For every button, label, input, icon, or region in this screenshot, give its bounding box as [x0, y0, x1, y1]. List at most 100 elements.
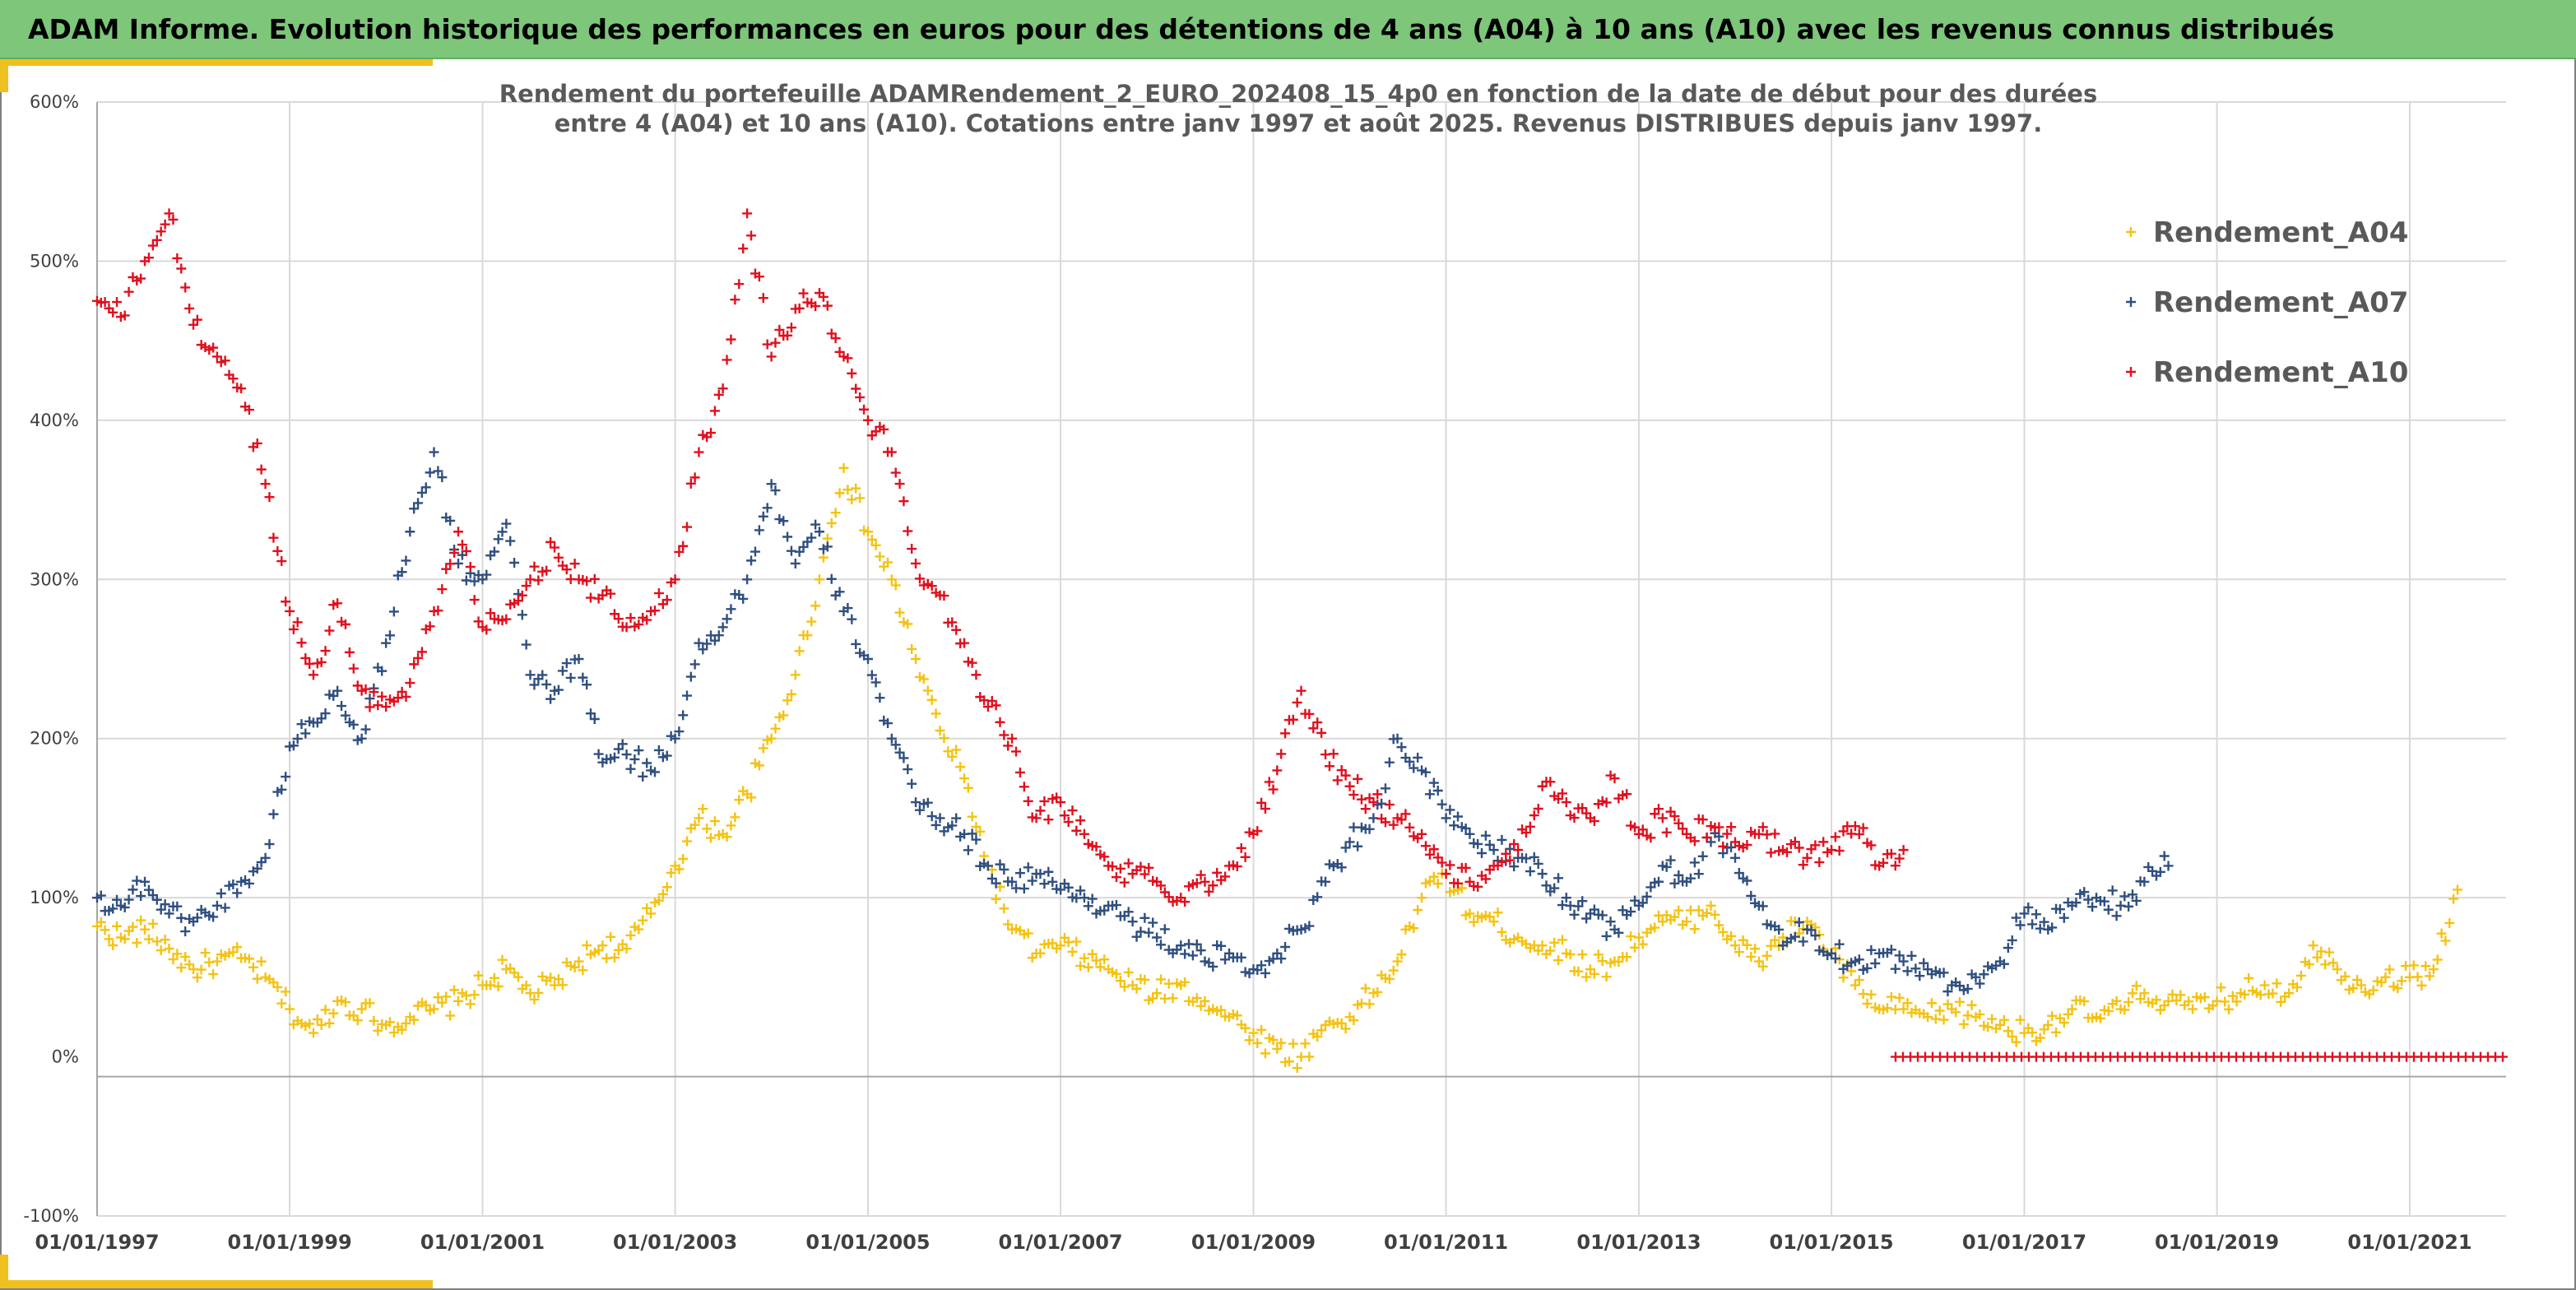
- data-point: [1810, 840, 1821, 851]
- data-point: [324, 625, 335, 636]
- data-point: [842, 485, 853, 495]
- data-point: [1280, 728, 1291, 739]
- data-point: [2393, 983, 2403, 994]
- data-point: [2131, 981, 2142, 991]
- data-point: [1003, 919, 1014, 930]
- data-point: [1304, 921, 1315, 931]
- data-point: [918, 674, 929, 684]
- data-point: [802, 630, 813, 641]
- data-point: [364, 694, 375, 704]
- data-point: [689, 472, 700, 483]
- data-point: [1216, 1005, 1227, 1015]
- data-point: [1955, 996, 1966, 1007]
- x-tick-label: 01/01/2021: [2347, 1231, 2472, 1254]
- data-point: [1292, 925, 1302, 935]
- data-point: [160, 219, 170, 230]
- data-point: [565, 574, 576, 585]
- data-point: [1380, 817, 1390, 828]
- data-point: [2436, 928, 2447, 939]
- data-point: [879, 424, 889, 434]
- data-point: [1167, 993, 1178, 1004]
- data-point: [1983, 1022, 1993, 1032]
- data-point: [951, 624, 962, 635]
- data-point: [2051, 1027, 2062, 1037]
- data-point: [1344, 781, 1355, 791]
- data-point: [713, 830, 724, 841]
- data-point: [1272, 948, 1283, 958]
- data-point: [999, 864, 1010, 875]
- data-point: [1678, 876, 1688, 887]
- data-point: [268, 532, 279, 543]
- data-point: [208, 342, 219, 353]
- data-point: [352, 680, 363, 691]
- data-point: [211, 900, 222, 911]
- y-tick-label: 0%: [52, 1047, 79, 1067]
- data-point: [232, 942, 243, 953]
- data-point: [674, 864, 685, 875]
- data-point: [252, 863, 262, 874]
- data-point: [168, 214, 179, 225]
- data-point: [2356, 980, 2366, 991]
- data-point: [401, 1018, 411, 1028]
- data-point: [1757, 901, 1768, 912]
- data-point: [709, 635, 720, 646]
- data-point: [855, 493, 866, 503]
- data-point: [1910, 963, 1921, 974]
- data-point: [1693, 869, 1704, 879]
- data-point: [1091, 842, 1102, 852]
- data-point: [208, 912, 219, 922]
- data-point: [1260, 1048, 1270, 1059]
- data-point: [617, 621, 628, 632]
- data-point: [328, 690, 339, 701]
- data-point: [1545, 945, 1556, 956]
- data-point: [192, 314, 202, 325]
- data-point: [1850, 980, 1860, 991]
- data-point: [702, 638, 712, 649]
- data-point: [722, 614, 732, 624]
- data-point: [553, 552, 564, 563]
- data-point: [1348, 790, 1359, 800]
- data-point: [449, 985, 460, 995]
- data-point: [140, 924, 151, 935]
- data-point: [2280, 991, 2291, 1002]
- data-point: [180, 952, 191, 963]
- data-point: [2111, 995, 2122, 1006]
- chart-title-line-1: Rendement du portefeuille ADAMRendement_…: [499, 80, 2098, 108]
- data-point: [1669, 912, 1680, 922]
- data-point: [2340, 971, 2351, 981]
- data-point: [364, 998, 375, 1009]
- grid-layer: [97, 101, 2506, 1217]
- data-point: [1195, 1000, 1206, 1011]
- data-point: [717, 383, 728, 394]
- data-point: [859, 525, 870, 536]
- data-point: [1915, 971, 1925, 981]
- data-point: [2003, 1026, 2013, 1037]
- data-point: [1353, 841, 1363, 851]
- data-point: [2440, 935, 2451, 946]
- data-point: [1420, 767, 1431, 777]
- data-point: [1260, 968, 1270, 978]
- data-point: [790, 558, 801, 568]
- data-point: [136, 891, 146, 902]
- data-point: [2291, 982, 2302, 993]
- data-point: [698, 644, 708, 655]
- data-point: [625, 613, 636, 624]
- data-point: [445, 559, 456, 569]
- data-point: [2207, 1000, 2218, 1011]
- data-point: [2047, 922, 2058, 933]
- data-point: [1200, 995, 1210, 1006]
- data-point: [951, 745, 962, 755]
- data-point: [401, 691, 411, 702]
- data-point: [758, 293, 768, 304]
- data-point: [155, 226, 166, 237]
- data-point: [1244, 968, 1255, 979]
- data-point: [818, 291, 828, 302]
- data-point: [1280, 942, 1291, 953]
- data-point: [1424, 849, 1435, 860]
- data-point: [1091, 955, 1102, 966]
- data-point: [2127, 988, 2137, 999]
- data-point: [955, 638, 966, 649]
- data-point: [582, 680, 592, 690]
- data-point: [774, 324, 785, 335]
- data-point: [1332, 775, 1343, 786]
